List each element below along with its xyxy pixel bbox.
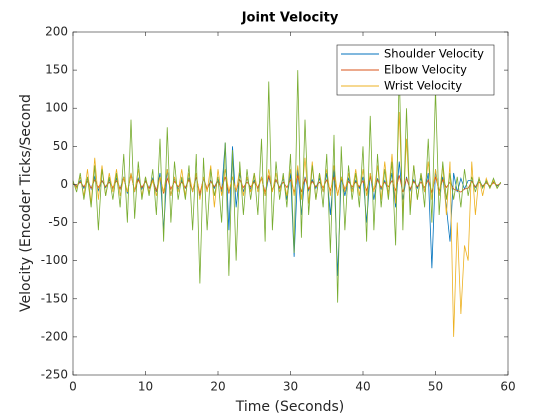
y-tick-label: -200 <box>41 329 68 343</box>
x-tick-label: 40 <box>355 380 370 394</box>
y-tick-label: -100 <box>41 253 68 267</box>
x-tick-label: 20 <box>210 380 225 394</box>
chart-title: Joint Velocity <box>241 11 339 26</box>
x-axis-label: Time (Seconds) <box>235 399 344 415</box>
legend-label: Wrist Velocity <box>384 79 462 93</box>
y-tick-label: -150 <box>41 291 68 305</box>
y-tick-label: 50 <box>53 139 68 153</box>
x-tick-label: 60 <box>500 380 515 394</box>
x-tick-label: 0 <box>69 380 77 394</box>
y-tick-label: 100 <box>45 101 68 115</box>
x-tick-label: 10 <box>138 380 153 394</box>
y-axis-label: Velocity (Encoder Ticks/Second <box>18 94 34 312</box>
series-line <box>72 70 502 303</box>
y-tick-label: -250 <box>41 368 68 382</box>
x-tick-label: 50 <box>428 380 443 394</box>
y-tick-label: 150 <box>45 63 68 77</box>
legend-label: Shoulder Velocity <box>384 47 484 61</box>
y-tick-label: 200 <box>45 25 68 39</box>
legend-label: Elbow Velocity <box>384 63 467 77</box>
y-tick-label: 0 <box>60 177 68 191</box>
x-tick-label: 30 <box>283 380 298 394</box>
y-tick-label: -50 <box>48 215 68 229</box>
